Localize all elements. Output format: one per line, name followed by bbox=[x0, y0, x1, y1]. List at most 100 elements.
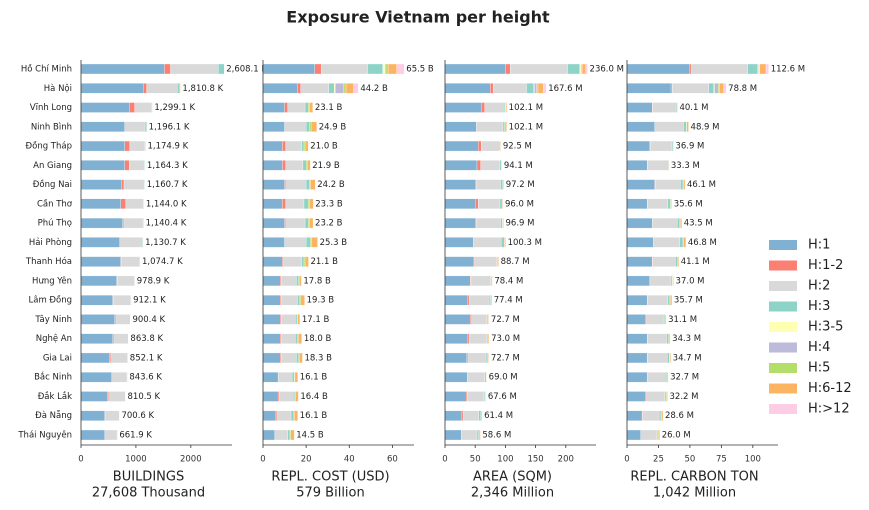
legend-label: H:2 bbox=[808, 279, 830, 294]
bar-segment bbox=[502, 217, 504, 229]
bar-segment bbox=[274, 429, 288, 441]
bar-segment bbox=[478, 410, 482, 421]
total-label: 65.5 B bbox=[406, 65, 434, 75]
bar-segment bbox=[129, 102, 135, 113]
bar-segment bbox=[304, 140, 309, 152]
bar-segment bbox=[669, 352, 671, 364]
bar-segment bbox=[80, 314, 115, 325]
bar-segment bbox=[282, 160, 286, 171]
legend-label: H:3-5 bbox=[808, 320, 843, 335]
x-tick-label: 25 bbox=[653, 455, 664, 465]
total-label: 43.5 M bbox=[684, 219, 713, 229]
bar-segment bbox=[499, 198, 503, 209]
bar-segment bbox=[665, 314, 667, 325]
bar-segment bbox=[444, 121, 477, 132]
bar-segment bbox=[647, 352, 668, 364]
bar-segment bbox=[367, 63, 383, 75]
bar-segment bbox=[626, 217, 653, 229]
bar-segment bbox=[262, 275, 281, 287]
bar-segment bbox=[170, 63, 219, 75]
bar-segment bbox=[304, 256, 309, 267]
legend-swatch bbox=[769, 322, 797, 332]
category-label: Gia Lai bbox=[43, 353, 72, 363]
legend-label: H:4 bbox=[808, 340, 830, 355]
bar-segment bbox=[335, 83, 345, 94]
bar-segment bbox=[80, 160, 125, 171]
bar-segment bbox=[121, 179, 125, 190]
bar-segment bbox=[672, 140, 674, 152]
bar-segment bbox=[486, 333, 489, 344]
x-axis-subtitle: 2,346 Million bbox=[471, 486, 554, 501]
bar-segment bbox=[387, 63, 397, 75]
total-label: 92.5 M bbox=[503, 142, 532, 152]
bar-segment bbox=[501, 237, 505, 248]
bar-segment bbox=[262, 314, 281, 325]
total-label: 34.7 M bbox=[673, 353, 702, 363]
total-label: 35.7 M bbox=[674, 296, 703, 306]
bar-segment bbox=[262, 391, 279, 402]
bar-segment bbox=[444, 140, 479, 152]
bar-segment bbox=[283, 256, 302, 267]
bar-segment bbox=[444, 429, 462, 441]
bar-segment bbox=[488, 333, 490, 344]
bar-segment bbox=[656, 429, 658, 441]
bar-segment bbox=[501, 160, 502, 171]
bar-segment bbox=[669, 333, 671, 344]
total-label: 96.0 M bbox=[505, 199, 534, 209]
bar-segment bbox=[115, 314, 131, 325]
legend-label: H:1-2 bbox=[808, 258, 843, 273]
bar-segment bbox=[262, 352, 281, 364]
bar-segment bbox=[303, 256, 306, 267]
bar-segment bbox=[113, 295, 131, 306]
bar-segment bbox=[284, 102, 288, 113]
bar-segment bbox=[665, 372, 667, 383]
total-label: 23.1 B bbox=[315, 103, 343, 113]
bar-segment bbox=[470, 314, 472, 325]
bar-segment bbox=[304, 102, 309, 113]
bar-segment bbox=[305, 160, 308, 171]
bar-segment bbox=[646, 391, 665, 402]
legend-swatch bbox=[769, 363, 797, 373]
total-label: 46.8 M bbox=[688, 238, 717, 248]
bar-segment bbox=[124, 160, 130, 171]
bar-segment bbox=[653, 237, 680, 248]
bar-segment bbox=[304, 217, 309, 229]
bar-segment bbox=[310, 179, 316, 190]
total-label: 1,140.4 K bbox=[146, 219, 187, 229]
bar-segment bbox=[280, 275, 282, 287]
bar-segment bbox=[280, 333, 282, 344]
bar-segment bbox=[476, 160, 481, 171]
bar-segment bbox=[262, 63, 315, 75]
bar-segment bbox=[262, 295, 281, 306]
total-label: 1,144.0 K bbox=[146, 199, 187, 209]
bar-segment bbox=[297, 295, 300, 306]
bar-segment bbox=[626, 63, 691, 75]
bar-segment bbox=[311, 237, 318, 248]
total-label: 978.9 K bbox=[137, 276, 170, 286]
x-axis-subtitle: 27,608 Thousand bbox=[92, 486, 205, 501]
total-label: 31.1 M bbox=[668, 315, 697, 325]
bar-segment bbox=[285, 179, 307, 190]
bar-segment bbox=[667, 198, 671, 209]
bar-segment bbox=[462, 410, 479, 421]
bar-segment bbox=[108, 391, 126, 402]
category-label: Thanh Hóa bbox=[25, 256, 72, 267]
bar-segment bbox=[444, 217, 476, 229]
category-label: Phú Thọ bbox=[38, 219, 72, 229]
bar-segment bbox=[262, 140, 283, 152]
bar-segment bbox=[284, 121, 307, 132]
category-label: Hồ Chí Minh bbox=[21, 64, 72, 75]
x-tick-label: 60 bbox=[387, 455, 398, 465]
bar-segment bbox=[649, 275, 672, 287]
bar-segment bbox=[646, 372, 666, 383]
bar-segment bbox=[537, 83, 544, 94]
bar-segment bbox=[675, 102, 677, 113]
bar-segment bbox=[475, 179, 477, 190]
bar-segment bbox=[652, 217, 678, 229]
total-label: 58.6 M bbox=[482, 431, 511, 441]
bar-segment bbox=[80, 237, 120, 248]
bar-segment bbox=[284, 217, 286, 229]
bar-segment bbox=[164, 63, 171, 75]
bar-segment bbox=[626, 179, 655, 190]
legend-label: H:3 bbox=[808, 299, 830, 314]
